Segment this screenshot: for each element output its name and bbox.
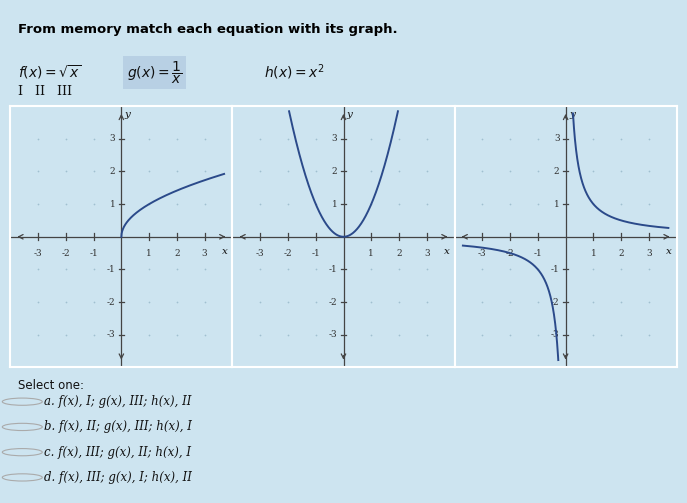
Text: 1: 1: [554, 200, 559, 209]
Text: 3: 3: [554, 134, 559, 143]
Text: 1: 1: [332, 200, 337, 209]
Text: 1: 1: [368, 249, 374, 258]
Text: Select one:: Select one:: [19, 379, 85, 392]
Text: From memory match each equation with its graph.: From memory match each equation with its…: [19, 23, 398, 36]
Text: 1: 1: [109, 200, 115, 209]
Text: d. f(x), III; g(x), I; h(x), II: d. f(x), III; g(x), I; h(x), II: [44, 471, 192, 484]
Text: 2: 2: [396, 249, 402, 258]
Text: 2: 2: [332, 167, 337, 176]
Text: -1: -1: [89, 249, 98, 258]
Text: -1: -1: [534, 249, 542, 258]
Text: -2: -2: [329, 298, 337, 307]
Text: -3: -3: [478, 249, 486, 258]
Text: -1: -1: [328, 265, 337, 274]
Text: 2: 2: [554, 167, 559, 176]
Text: -2: -2: [551, 298, 559, 307]
Text: $f(x) = \sqrt{x}$: $f(x) = \sqrt{x}$: [19, 64, 82, 81]
Text: a. f(x), I; g(x), III; h(x), II: a. f(x), I; g(x), III; h(x), II: [44, 395, 191, 408]
Text: 1: 1: [591, 249, 596, 258]
Text: -2: -2: [106, 298, 115, 307]
Text: b. f(x), II; g(x), III; h(x), I: b. f(x), II; g(x), III; h(x), I: [44, 421, 192, 434]
Text: 3: 3: [202, 249, 207, 258]
Text: c. f(x), III; g(x), II; h(x), I: c. f(x), III; g(x), II; h(x), I: [44, 446, 190, 459]
Text: -3: -3: [551, 330, 559, 340]
Text: -3: -3: [329, 330, 337, 340]
Text: x: x: [222, 247, 227, 256]
Text: -3: -3: [34, 249, 43, 258]
Text: x: x: [444, 247, 450, 256]
Text: $g(x) = \dfrac{1}{x}$: $g(x) = \dfrac{1}{x}$: [127, 59, 183, 86]
Text: 2: 2: [174, 249, 180, 258]
Text: -1: -1: [106, 265, 115, 274]
Text: 1: 1: [146, 249, 152, 258]
Text: 2: 2: [618, 249, 624, 258]
Text: 3: 3: [646, 249, 652, 258]
Text: 3: 3: [110, 134, 115, 143]
Text: -2: -2: [62, 249, 70, 258]
Text: x: x: [666, 247, 672, 256]
Text: 3: 3: [332, 134, 337, 143]
Text: $h(x) = x^2$: $h(x) = x^2$: [264, 63, 324, 82]
Text: I   II   III: I II III: [19, 86, 72, 98]
Text: 3: 3: [424, 249, 429, 258]
Text: y: y: [125, 110, 131, 119]
Text: -1: -1: [311, 249, 320, 258]
Text: -2: -2: [506, 249, 515, 258]
Text: y: y: [347, 110, 352, 119]
Text: -3: -3: [256, 249, 264, 258]
Text: -1: -1: [551, 265, 559, 274]
Text: -3: -3: [106, 330, 115, 340]
Text: y: y: [569, 110, 575, 119]
Text: 2: 2: [110, 167, 115, 176]
Text: -2: -2: [284, 249, 292, 258]
